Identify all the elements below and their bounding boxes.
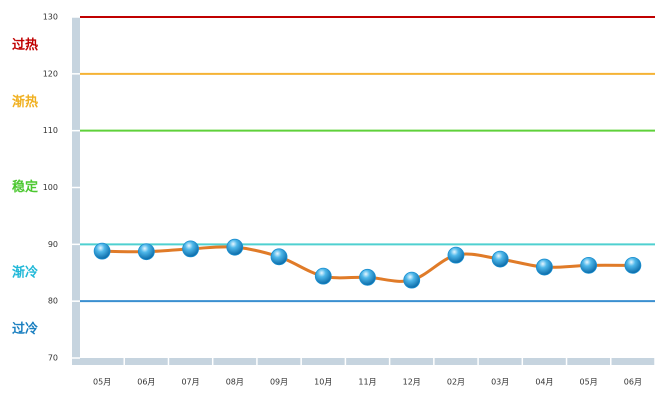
- x-tick-label: 09月: [270, 378, 288, 387]
- x-tick-label: 06月: [624, 378, 642, 387]
- zone-label: 过冷: [12, 321, 38, 337]
- point-marker: [536, 258, 553, 276]
- y-axis-bar: [72, 17, 80, 365]
- point-marker: [359, 268, 376, 286]
- zone-label: 渐冷: [12, 264, 38, 280]
- point-marker: [447, 246, 465, 264]
- point-marker: [182, 240, 199, 258]
- x-tick-label: 05月: [580, 378, 598, 387]
- y-tick-label: 100: [43, 183, 58, 192]
- x-tick-label: 02月: [447, 378, 465, 387]
- zone-label: 稳定: [12, 179, 38, 195]
- point-marker: [403, 271, 421, 289]
- point-marker: [624, 256, 642, 274]
- x-tick-label: 04月: [535, 378, 553, 387]
- zone-label: 渐热: [12, 94, 38, 110]
- y-tick-label: 80: [48, 297, 58, 306]
- point-marker: [270, 248, 288, 266]
- y-tick-label: 70: [48, 354, 58, 363]
- x-tick-label: 12月: [403, 378, 421, 387]
- y-tick-label: 90: [48, 240, 58, 249]
- point-marker: [314, 267, 332, 285]
- zone-label: 过热: [12, 37, 38, 53]
- point-marker: [226, 238, 244, 256]
- y-tick-label: 130: [43, 13, 58, 22]
- point-marker: [491, 250, 509, 268]
- x-tick-label: 05月: [93, 378, 111, 387]
- x-tick-label: 11月: [358, 378, 376, 387]
- x-tick-label: 06月: [137, 378, 155, 387]
- y-tick-label: 120: [43, 69, 58, 78]
- x-axis-bar: [72, 358, 655, 365]
- x-tick-label: 07月: [181, 378, 199, 387]
- x-tick-label: 03月: [491, 378, 509, 387]
- x-tick-label: 10月: [314, 378, 332, 387]
- point-marker: [93, 242, 111, 260]
- y-tick-label: 110: [43, 126, 58, 135]
- point-marker: [137, 243, 155, 261]
- x-tick-label: 08月: [226, 378, 244, 387]
- point-marker: [580, 256, 598, 274]
